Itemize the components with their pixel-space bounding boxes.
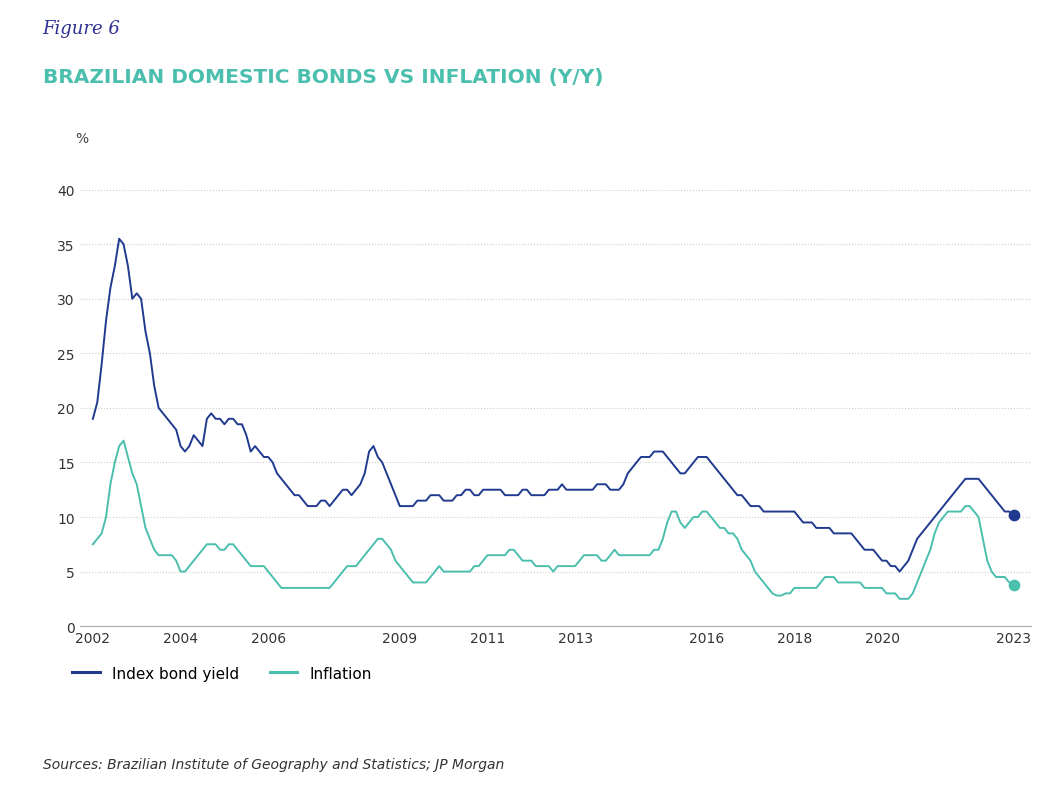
Text: Sources: Brazilian Institute of Geography and Statistics; JP Morgan: Sources: Brazilian Institute of Geograph…	[43, 757, 504, 771]
Text: BRAZILIAN DOMESTIC BONDS VS INFLATION (Y/Y): BRAZILIAN DOMESTIC BONDS VS INFLATION (Y…	[43, 68, 603, 88]
Text: %: %	[75, 132, 88, 146]
Text: Figure 6: Figure 6	[43, 20, 120, 38]
Legend: Index bond yield, Inflation: Index bond yield, Inflation	[66, 660, 377, 687]
Point	[1006, 509, 1023, 522]
Point	[1006, 578, 1023, 591]
